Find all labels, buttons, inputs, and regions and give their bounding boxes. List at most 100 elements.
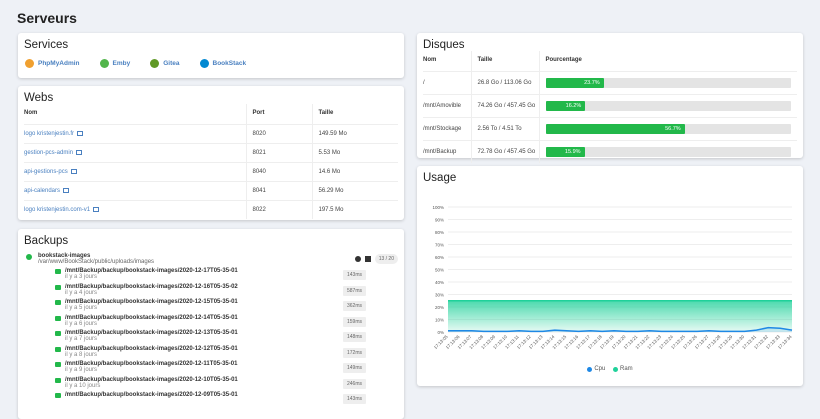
web-link[interactable]: api-gestions-pcs [24, 169, 77, 175]
col-port: Port [245, 104, 312, 125]
disk-usage-bar: 15.9% [545, 147, 791, 157]
disk-usage-fill: 23.7% [545, 78, 604, 88]
backups-card: Backups bookstack-images /var/www/BookSt… [18, 229, 404, 419]
disk-usage-bar: 23.7% [545, 78, 791, 88]
ram-swatch-icon [613, 366, 618, 372]
port-cell: 8041 [245, 181, 312, 201]
y-tick-label: 50% [435, 268, 444, 273]
table-row: /26.8 Go / 113.06 Go 23.7% [423, 71, 797, 95]
disk-size: 74.26 Go / 457.45 Go [470, 94, 539, 118]
line-cpu [448, 326, 793, 333]
col-nom: Nom [423, 57, 437, 63]
external-link-icon [93, 207, 100, 213]
backup-item[interactable]: /mnt/Backup/backup/bookstack-images/2020… [55, 330, 404, 343]
service-link-bookstack[interactable]: BookStack [199, 59, 246, 68]
disk-usage-bar: 16.2% [545, 101, 791, 111]
table-row: api-gestions-pcs 8040 14.6 Mo [24, 162, 398, 182]
status-dot-icon [26, 254, 32, 260]
disques-card: Disques Nom Taille Pourcentage /26.8 Go … [417, 33, 803, 163]
duration-badge: 246ms [343, 378, 367, 389]
backup-item[interactable]: /mnt/Backup/backup/bookstack-images/2020… [55, 315, 404, 328]
table-row: /mnt/Amovible 74.26 Go / 457.45 Go 16.2% [423, 94, 797, 118]
gitea-icon [150, 59, 160, 68]
folder-icon [55, 269, 61, 274]
y-tick-label: 100% [432, 205, 444, 210]
duration-badge: 149ms [343, 363, 367, 373]
y-tick-label: 70% [435, 243, 444, 248]
external-link-icon [70, 169, 77, 175]
service-link-emby[interactable]: Emby [99, 59, 130, 68]
web-link[interactable]: logo kristenjestin.com-v1 [24, 207, 100, 213]
phpmyadmin-icon [25, 59, 34, 68]
emby-icon [99, 59, 109, 68]
table-row: /mnt/Stockage 2.56 To / 4.51 To 56.7% [423, 117, 797, 141]
duration-badge: 143ms [343, 270, 367, 280]
y-tick-label: 80% [435, 230, 444, 235]
folder-icon [55, 315, 61, 321]
disk-usage-fill: 16.2% [545, 101, 586, 111]
disk-name: / [423, 71, 471, 95]
webs-title: Webs [24, 92, 54, 104]
backup-count-badge: 13 / 20 [374, 254, 398, 264]
web-link[interactable]: gestion-pcs-admin [24, 150, 83, 156]
duration-badge: 587ms [343, 285, 367, 296]
col-taille: Taille [470, 51, 539, 72]
disk-size: 2.56 To / 4.51 To [470, 117, 539, 141]
webs-table: Nom Port Taille logo kristenjestin.fr 802… [24, 104, 398, 220]
usage-chart: 100%90%80%70%60%50%40%30%20%10%0%17:13:0… [432, 205, 793, 350]
duration-badge: 143ms [343, 394, 367, 404]
size-cell: 197.5 Mo [311, 200, 398, 220]
folder-icon [55, 362, 61, 367]
disk-size: 72.78 Go / 457.45 Go [470, 140, 539, 163]
table-row: api-calendars 8041 56.29 Mo [24, 181, 398, 201]
size-cell: 5.53 Mo [311, 143, 398, 163]
folder-icon [55, 284, 61, 290]
external-link-icon [63, 188, 70, 194]
port-cell: 8022 [245, 200, 312, 220]
y-tick-label: 40% [435, 280, 444, 285]
col-pourcentage: Pourcentage [538, 51, 797, 72]
clock-icon[interactable] [354, 256, 361, 262]
disk-size: 26.8 Go / 113.06 Go [470, 71, 539, 95]
external-link-icon [77, 131, 84, 136]
usage-card: Usage 100% 90% 80% 70% 60% 50% 40% 30% 20% 10% 0% 1… [417, 166, 803, 386]
usage-title: Usage [423, 172, 457, 184]
legend-ram[interactable]: Ram [613, 366, 633, 372]
y-tick-label: 60% [435, 255, 444, 260]
duration-badge: 172ms [343, 347, 367, 358]
service-link-gitea[interactable]: Gitea [150, 59, 180, 68]
y-tick-label: 20% [435, 305, 444, 310]
size-cell: 56.29 Mo [311, 181, 398, 201]
area-ram [448, 300, 792, 332]
backup-item[interactable]: /mnt/Backup/backup/bookstack-images/2020… [55, 361, 404, 374]
folder-icon [55, 393, 61, 398]
y-tick-label: 30% [435, 293, 444, 298]
backup-name: bookstack-images [38, 253, 91, 259]
backup-item[interactable]: /mnt/Backup/backup/bookstack-images/2020… [55, 299, 404, 312]
cpu-swatch-icon [587, 366, 593, 372]
disk-usage-fill: 15.9% [545, 147, 585, 157]
web-link[interactable]: api-calendars [24, 188, 70, 194]
bookstack-icon [199, 59, 209, 68]
table-row: logo kristenjestin.com-v1 8022 197.5 Mo [24, 200, 398, 220]
backup-item[interactable]: /mnt/Backup/backup/bookstack-images/2020… [55, 268, 404, 281]
disk-name: /mnt/Backup [423, 140, 471, 163]
backups-title: Backups [24, 235, 69, 247]
y-tick-label: 10% [435, 318, 444, 323]
web-link[interactable]: logo kristenjestin.fr [24, 131, 84, 137]
disk-name: /mnt/Stockage [423, 117, 471, 141]
services-card: Services PhpMyAdmin Emby Gitea BookStack [18, 33, 404, 78]
duration-badge: 148ms [343, 332, 367, 342]
page-title: Serveurs [17, 10, 77, 26]
archive-icon[interactable] [364, 256, 371, 262]
backup-item[interactable]: /mnt/Backup/backup/bookstack-images/2020… [55, 284, 404, 297]
backup-item[interactable]: /mnt/Backup/backup/bookstack-images/2020… [55, 346, 404, 359]
service-link-phpmyadmin[interactable]: PhpMyAdmin [25, 59, 80, 68]
disk-name: /mnt/Amovible [423, 94, 471, 118]
backup-item[interactable]: /mnt/Backup/backup/bookstack-images/2020… [55, 392, 404, 405]
backup-item[interactable]: /mnt/Backup/backup/bookstack-images/2020… [55, 377, 404, 390]
col-taille: Taille [311, 104, 398, 125]
folder-icon [55, 300, 61, 305]
legend-cpu[interactable]: Cpu [587, 366, 605, 372]
table-row: gestion-pcs-admin 8021 5.53 Mo [24, 143, 398, 163]
